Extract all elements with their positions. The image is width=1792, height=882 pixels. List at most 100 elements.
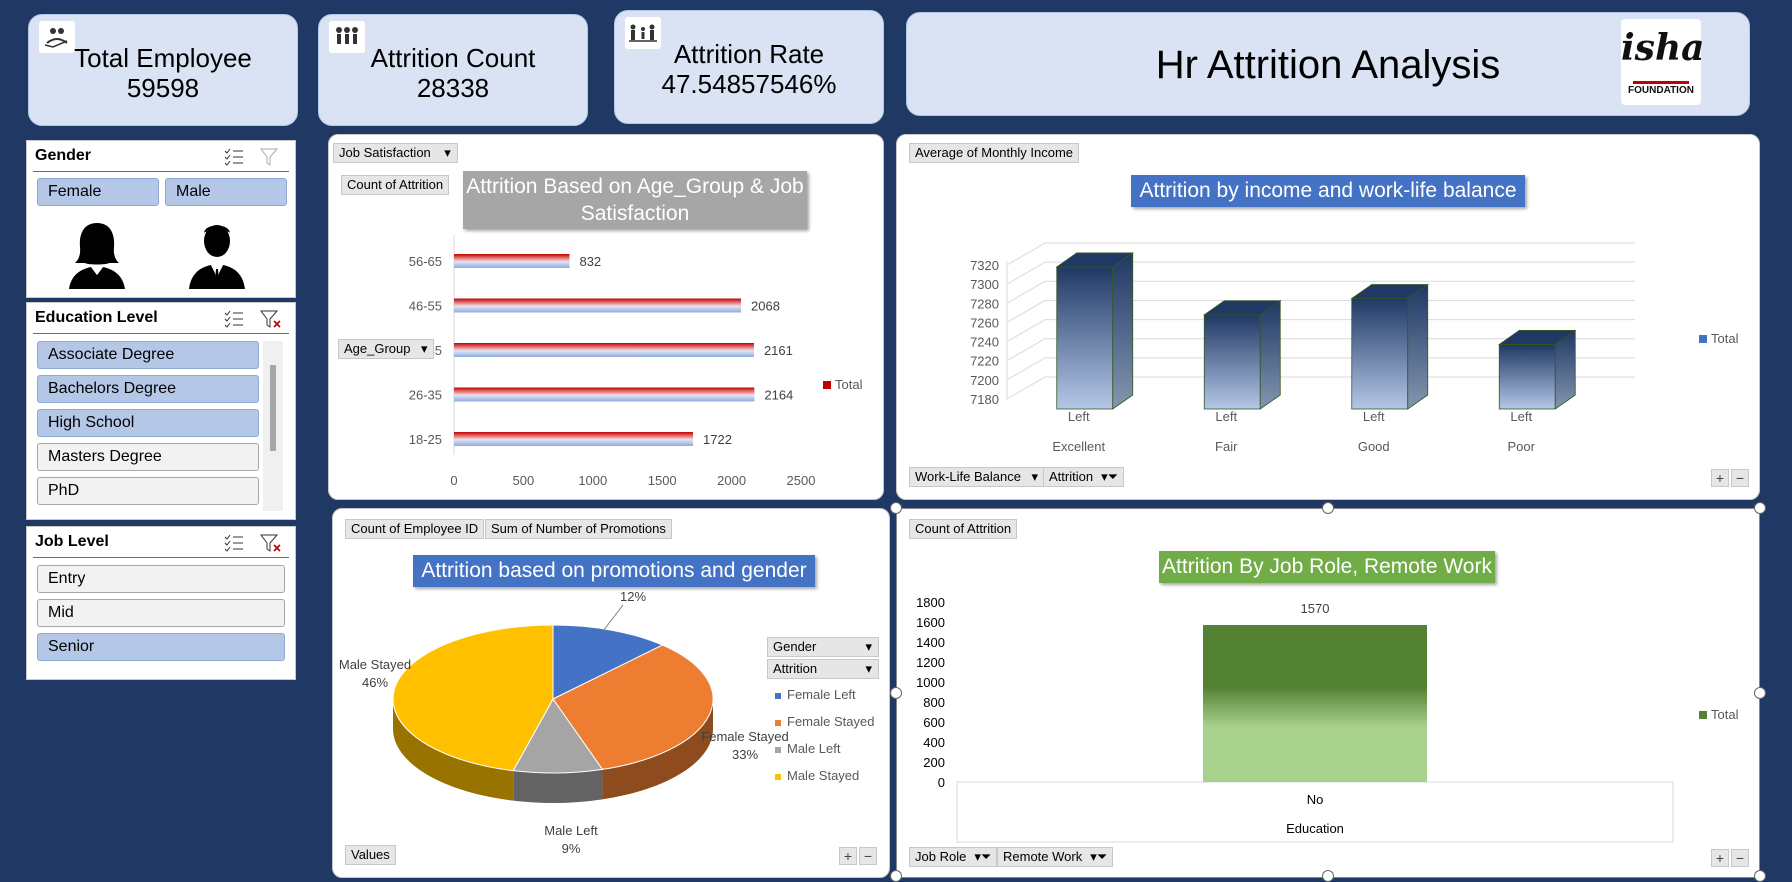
x-tick-label: 1000 xyxy=(578,473,607,488)
job-role-remote-work-chart-panel[interactable]: Count of Attrition Attrition By Job Role… xyxy=(896,508,1760,878)
promotions-gender-chart-panel[interactable]: Count of Employee ID Sum of Number of Pr… xyxy=(332,508,890,878)
resize-handle[interactable] xyxy=(890,502,902,514)
legend-item: Male Left xyxy=(775,741,874,768)
slicer-item-masters-degree[interactable]: Masters Degree xyxy=(37,443,259,471)
resize-handle[interactable] xyxy=(1754,687,1766,699)
pie-category-label: Male Left xyxy=(544,823,598,838)
field-button-job-role[interactable]: Job Role ▾⏷ xyxy=(909,847,998,867)
bar xyxy=(1203,625,1427,782)
slicer-item-bachelors-degree[interactable]: Bachelors Degree xyxy=(37,375,259,403)
kpi-title: Attrition Rate xyxy=(673,39,825,69)
header-card: Hr Attrition Analysis isha FOUNDATION xyxy=(906,12,1750,116)
gridline xyxy=(1006,242,1635,266)
data-label: 1722 xyxy=(703,432,732,447)
legend-swatch xyxy=(775,773,781,780)
clear-filter-icon[interactable] xyxy=(259,147,283,167)
legend-item: Female Stayed xyxy=(775,714,874,741)
logo-wordmark: isha xyxy=(1621,27,1705,69)
slicer-item-mid[interactable]: Mid xyxy=(37,599,285,627)
chart-title: Attrition Based on Age_Group & Job Satis… xyxy=(463,171,807,229)
legend-label: Female Stayed xyxy=(787,714,875,729)
x-tick-label: Left xyxy=(1215,409,1237,424)
chart-title: Attrition By Job Role, Remote Work xyxy=(1159,551,1495,583)
slicer-scrollbar-track[interactable] xyxy=(263,341,283,511)
promotions-gender-pie-chart: 12% Female Stayed 33% Male Left 9% Male Staye… xyxy=(339,589,789,856)
field-button-work-life-balance[interactable]: Work-Life Balance ▾ xyxy=(909,467,1044,487)
slicer-item-associate-degree[interactable]: Associate Degree xyxy=(37,341,259,369)
legend-swatch xyxy=(1699,711,1707,719)
y-tick-label: 7320 xyxy=(970,258,999,273)
field-button-gender[interactable]: Gender ▾ xyxy=(767,637,879,657)
multi-select-icon[interactable] xyxy=(223,533,245,553)
kpi-card-attrition-count: Attrition Count 28338 xyxy=(318,14,588,126)
slicer-item-female[interactable]: Female xyxy=(37,178,159,206)
y-tick-label: 0 xyxy=(938,775,945,790)
collapse-field-button[interactable]: − xyxy=(1731,469,1749,487)
x-tick-label: Left xyxy=(1363,409,1385,424)
y-tick-label: 400 xyxy=(923,735,945,750)
resize-handle[interactable] xyxy=(1322,502,1334,514)
field-button-sum-promotions[interactable]: Sum of Number of Promotions xyxy=(485,519,672,539)
pie-data-label: 46% xyxy=(362,675,388,690)
slicer-item-male[interactable]: Male xyxy=(165,178,287,206)
collapse-field-button[interactable]: − xyxy=(1731,849,1749,867)
y-tick-label: 7300 xyxy=(970,277,999,292)
slicer-title: Job Level xyxy=(35,533,109,550)
clear-filter-icon[interactable] xyxy=(259,309,283,329)
expand-field-button[interactable]: + xyxy=(1711,849,1729,867)
resize-handle[interactable] xyxy=(890,870,902,882)
family-icon xyxy=(625,17,661,49)
field-button-count-of-attrition[interactable]: Count of Attrition xyxy=(909,519,1018,539)
multi-select-icon[interactable] xyxy=(223,309,245,329)
legend-item: Male Stayed xyxy=(775,768,874,795)
bar-top xyxy=(1497,330,1577,345)
collapse-field-button[interactable]: − xyxy=(859,847,877,865)
multi-select-icon[interactable] xyxy=(223,147,245,167)
clear-filter-icon[interactable] xyxy=(259,533,283,553)
field-button-count-of-attrition[interactable]: Count of Attrition xyxy=(341,175,450,195)
field-button-age-group[interactable]: Age_Group ▾ xyxy=(338,339,434,359)
resize-handle[interactable] xyxy=(1322,870,1334,882)
slicer-item-entry[interactable]: Entry xyxy=(37,565,285,593)
logo: isha FOUNDATION xyxy=(1621,19,1705,105)
x-tick-label: 2500 xyxy=(787,473,816,488)
y-tick-label: 18-25 xyxy=(409,432,442,447)
field-button-average-monthly-income[interactable]: Average of Monthly Income xyxy=(909,143,1080,163)
expand-field-button[interactable]: + xyxy=(839,847,857,865)
income-worklife-chart-panel[interactable]: Average of Monthly Income Attrition by i… xyxy=(896,134,1760,500)
field-button-values[interactable]: Values xyxy=(345,845,396,865)
bar-top xyxy=(1202,300,1282,316)
x-tick-label: Left xyxy=(1068,409,1090,424)
resize-handle[interactable] xyxy=(1754,502,1766,514)
chart-legend: Total xyxy=(823,377,862,392)
education-level-slicer: Education Level Associate Degree Bachelo… xyxy=(26,302,296,520)
chart-legend: Female Left Female Stayed Male Left Male St… xyxy=(775,687,874,795)
slicer-item-high-school[interactable]: High School xyxy=(37,409,259,437)
gridline xyxy=(1006,357,1635,381)
dropdown-arrow-icon: ▾ xyxy=(1031,469,1038,484)
gridline xyxy=(1006,280,1635,304)
filter-icon: ▾⏷ xyxy=(974,849,992,864)
field-button-count-employee-id[interactable]: Count of Employee ID xyxy=(345,519,485,539)
slicer-item-phd[interactable]: PhD xyxy=(37,477,259,505)
field-button-attrition[interactable]: Attrition ▾⏷ xyxy=(1043,467,1125,487)
resize-handle[interactable] xyxy=(1754,870,1766,882)
field-button-remote-work[interactable]: Remote Work ▾⏷ xyxy=(997,847,1114,867)
gender-slicer: Gender Female Male xyxy=(26,140,296,298)
y-tick-label: 7240 xyxy=(970,335,999,350)
job-role-column-chart: 0 200 400 600 800 1000 1200 1400 1600 1800 1570 No E… xyxy=(916,595,1674,843)
slicer-scrollbar-thumb[interactable] xyxy=(270,365,276,451)
field-button-attrition[interactable]: Attrition ▾ xyxy=(767,659,879,679)
slicer-divider xyxy=(33,171,289,172)
field-button-label: Attrition xyxy=(773,661,818,676)
age-group-chart-panel[interactable]: Job Satisfaction ▾ Count of Attrition At… xyxy=(328,134,884,500)
field-button-job-satisfaction[interactable]: Job Satisfaction ▾ xyxy=(333,143,458,163)
x-tick-label: 1500 xyxy=(648,473,677,488)
y-tick-label: 46-55 xyxy=(409,299,442,314)
data-label: 2161 xyxy=(764,343,793,358)
resize-handle[interactable] xyxy=(890,687,902,699)
bar xyxy=(454,298,742,313)
slicer-item-senior[interactable]: Senior xyxy=(37,633,285,661)
chart-title: Attrition based on promotions and gender xyxy=(413,555,815,587)
expand-field-button[interactable]: + xyxy=(1711,469,1729,487)
